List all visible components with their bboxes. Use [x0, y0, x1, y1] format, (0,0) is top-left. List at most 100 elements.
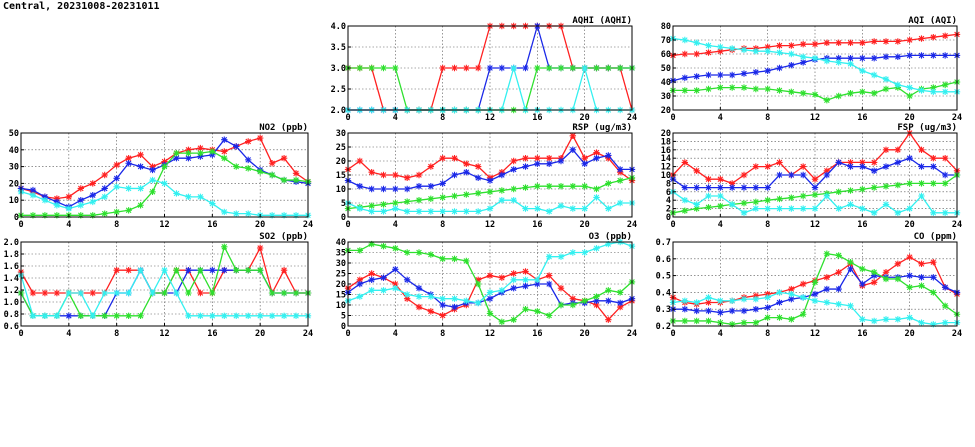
- data-point: [705, 294, 712, 301]
- data-point: [161, 163, 168, 170]
- data-point: [486, 310, 494, 317]
- data-point: [474, 64, 482, 72]
- data-point: [705, 85, 712, 93]
- x-tick-label: 20: [905, 220, 915, 230]
- data-point: [221, 136, 228, 143]
- data-point: [101, 312, 108, 319]
- data-point: [799, 294, 807, 301]
- data-point: [811, 55, 819, 62]
- data-point: [918, 52, 925, 59]
- data-point: [941, 319, 949, 326]
- data-point: [451, 171, 458, 179]
- data-point: [498, 318, 506, 325]
- chart-title: O3 (ppb): [589, 232, 632, 242]
- data-point: [705, 307, 712, 315]
- data-point: [705, 317, 712, 325]
- data-point: [486, 64, 494, 72]
- data-point: [799, 280, 807, 288]
- data-point: [439, 312, 446, 319]
- data-point: [894, 316, 902, 323]
- data-point: [616, 177, 624, 184]
- x-tick-label: 16: [532, 220, 542, 230]
- data-point: [569, 295, 577, 302]
- data-point: [498, 171, 506, 179]
- data-point: [930, 209, 937, 216]
- y-tick-label: 15: [336, 171, 346, 181]
- data-point: [415, 171, 423, 179]
- data-point: [823, 167, 831, 174]
- data-point: [906, 284, 913, 291]
- data-point: [356, 183, 364, 190]
- data-point: [593, 149, 600, 156]
- data-point: [356, 280, 364, 288]
- data-point: [53, 212, 61, 219]
- data-point: [392, 285, 399, 292]
- data-point: [89, 198, 96, 206]
- chart-panel-aqi: 0 4 8 12 16 20 24 20 30 40 50 60 70 80 AQI (AQI): [661, 16, 962, 123]
- y-tick-label: 4.0: [331, 22, 346, 32]
- data-point: [764, 67, 771, 74]
- data-point: [799, 311, 807, 318]
- data-point: [882, 38, 890, 45]
- data-point: [89, 289, 96, 297]
- data-point: [681, 306, 689, 313]
- data-point: [510, 285, 517, 292]
- data-point: [41, 312, 49, 319]
- data-point: [137, 202, 144, 209]
- data-point: [788, 290, 795, 298]
- data-point: [221, 155, 228, 162]
- x-tick-label: 20: [580, 220, 590, 230]
- data-point: [256, 134, 264, 142]
- y-tick-label: 0.8: [4, 310, 19, 320]
- data-point: [764, 290, 771, 298]
- x-tick-label: 20: [255, 329, 265, 339]
- data-point: [605, 180, 612, 187]
- data-point: [776, 49, 783, 56]
- data-point: [101, 289, 108, 297]
- data-point: [605, 205, 612, 212]
- data-point: [705, 299, 712, 306]
- data-point: [498, 64, 506, 72]
- data-point: [522, 276, 529, 283]
- data-point: [847, 39, 854, 46]
- y-tick-label: 35: [336, 249, 346, 259]
- data-point: [752, 292, 760, 299]
- y-tick-label: 25: [336, 143, 346, 153]
- data-point: [368, 202, 375, 209]
- data-point: [149, 289, 156, 297]
- data-point: [268, 312, 276, 319]
- x-tick-label: 4: [393, 220, 398, 230]
- y-tick-label: 0.5: [656, 272, 671, 282]
- data-point: [510, 197, 517, 204]
- data-point: [906, 253, 913, 261]
- data-point: [356, 293, 364, 300]
- data-point: [245, 138, 252, 145]
- data-point: [403, 249, 411, 256]
- data-point: [776, 64, 783, 72]
- data-point: [41, 193, 49, 201]
- y-tick-label: 70: [661, 36, 671, 46]
- data-point: [569, 146, 577, 153]
- data-point: [835, 55, 842, 62]
- data-point: [545, 64, 553, 72]
- data-point: [209, 148, 216, 155]
- y-tick-label: 1.0: [4, 298, 19, 308]
- y-tick-label: 12: [661, 163, 671, 173]
- x-tick-label: 12: [159, 220, 169, 230]
- data-point: [392, 266, 399, 273]
- data-point: [581, 205, 588, 212]
- data-point: [29, 186, 37, 194]
- y-tick-label: 20: [9, 179, 19, 189]
- data-point: [593, 155, 600, 162]
- data-point: [693, 167, 700, 174]
- x-tick-label: 16: [207, 329, 217, 339]
- data-point: [728, 180, 736, 187]
- data-point: [113, 161, 120, 169]
- data-point: [593, 185, 600, 193]
- data-point: [557, 253, 565, 260]
- y-tick-label: 18: [661, 137, 671, 147]
- data-point: [823, 285, 831, 293]
- data-point: [221, 208, 228, 216]
